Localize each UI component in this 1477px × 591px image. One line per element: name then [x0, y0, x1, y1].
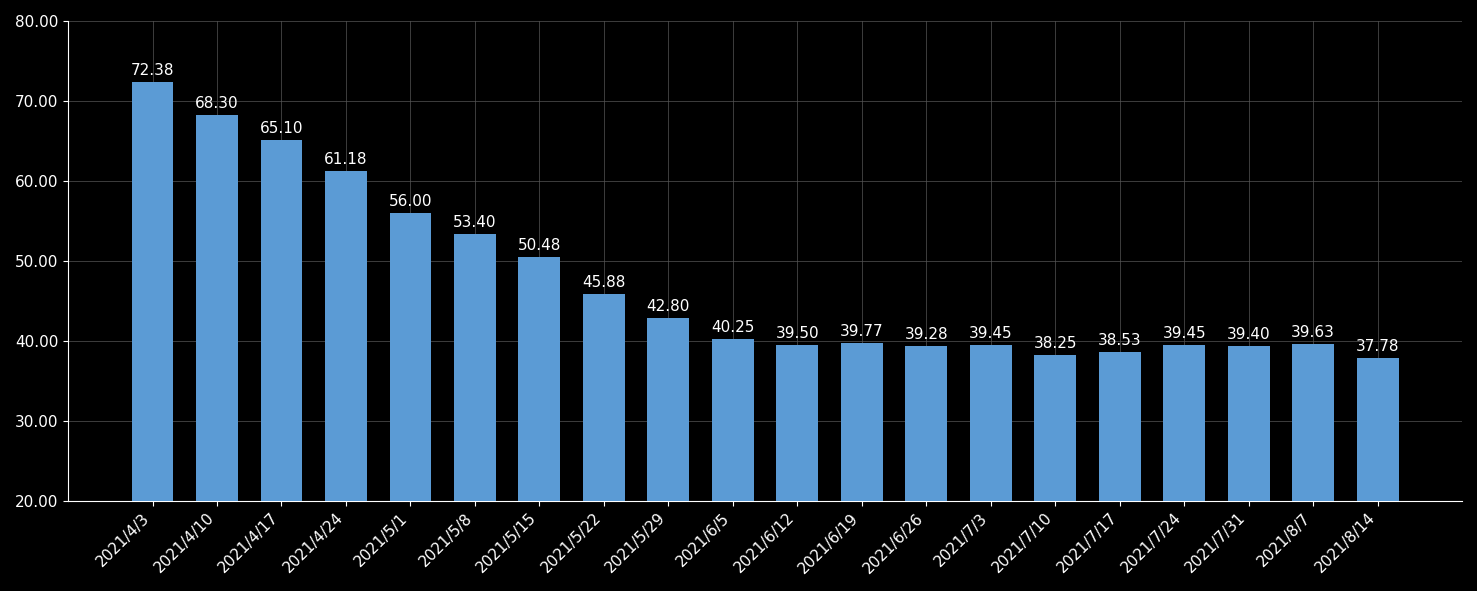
Text: 50.48: 50.48 — [518, 238, 561, 253]
Text: 39.45: 39.45 — [1162, 326, 1207, 341]
Text: 39.63: 39.63 — [1291, 324, 1335, 340]
Text: 61.18: 61.18 — [325, 152, 368, 167]
Bar — [1034, 355, 1077, 501]
Text: 39.45: 39.45 — [969, 326, 1013, 341]
Text: 38.25: 38.25 — [1034, 336, 1077, 350]
Text: 39.50: 39.50 — [775, 326, 820, 341]
Text: 37.78: 37.78 — [1356, 339, 1399, 355]
Bar — [131, 82, 173, 501]
Bar — [583, 294, 625, 501]
Bar — [325, 171, 366, 501]
Bar — [1099, 352, 1140, 501]
Bar — [1357, 359, 1399, 501]
Text: 38.53: 38.53 — [1097, 333, 1142, 349]
Bar — [777, 345, 818, 501]
Text: 68.30: 68.30 — [195, 96, 239, 111]
Bar — [712, 339, 753, 501]
Text: 53.40: 53.40 — [453, 215, 496, 230]
Bar — [647, 319, 690, 501]
Text: 40.25: 40.25 — [712, 320, 755, 335]
Bar — [260, 140, 303, 501]
Text: 39.40: 39.40 — [1227, 327, 1270, 342]
Text: 72.38: 72.38 — [131, 63, 174, 78]
Text: 39.28: 39.28 — [904, 327, 948, 343]
Text: 65.10: 65.10 — [260, 121, 303, 136]
Bar — [196, 115, 238, 501]
Text: 56.00: 56.00 — [388, 194, 433, 209]
Bar — [970, 345, 1012, 501]
Text: 45.88: 45.88 — [582, 275, 626, 290]
Bar — [840, 343, 883, 501]
Text: 42.80: 42.80 — [647, 300, 690, 314]
Bar — [518, 257, 560, 501]
Bar — [390, 213, 431, 501]
Text: 39.77: 39.77 — [840, 324, 883, 339]
Bar — [1164, 345, 1205, 501]
Bar — [453, 233, 496, 501]
Bar — [905, 346, 947, 501]
Bar — [1292, 344, 1334, 501]
Bar — [1227, 346, 1270, 501]
